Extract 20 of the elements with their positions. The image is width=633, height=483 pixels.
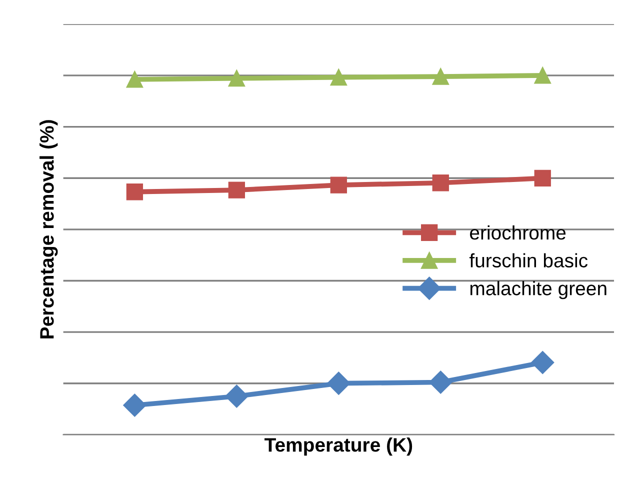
point: [228, 182, 246, 198]
point: [534, 170, 551, 187]
point: [327, 372, 350, 395]
point: [534, 67, 551, 84]
legend-label: malachite green: [470, 281, 606, 300]
point: [123, 394, 146, 417]
legend-label: furschin basic: [469, 253, 588, 268]
point: [228, 70, 246, 87]
point: [330, 68, 347, 86]
point: [432, 68, 449, 85]
point: [429, 370, 452, 394]
point: [330, 176, 347, 194]
point: [126, 71, 144, 88]
point: [126, 184, 144, 200]
legend-label: eriochrome: [470, 225, 566, 240]
point: [531, 350, 554, 374]
point: [225, 384, 248, 408]
x-axis-title: Temperature (K): [264, 437, 412, 456]
point: [432, 174, 449, 192]
y-axis-title: Percentage removal (%): [40, 120, 58, 338]
